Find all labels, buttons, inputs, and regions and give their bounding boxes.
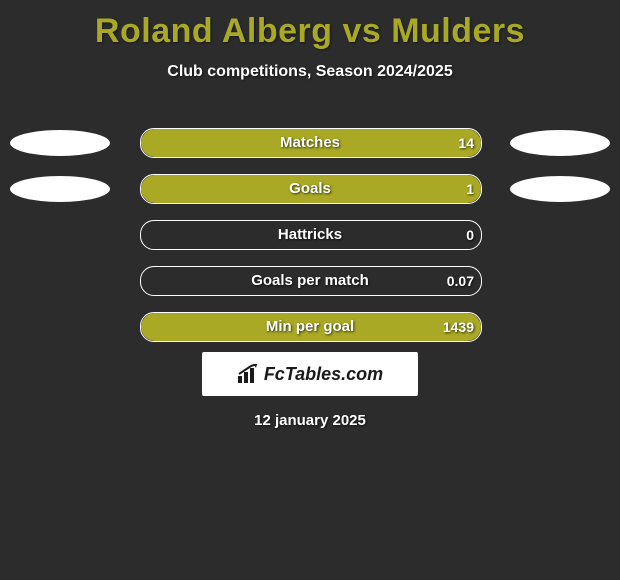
chart-icon [237,364,261,384]
stat-row: Goals1 [0,166,620,212]
brand-box: FcTables.com [202,352,418,396]
brand-label: FcTables.com [264,364,383,385]
player-left-marker [10,130,110,156]
stat-row: Hattricks0 [0,212,620,258]
stat-row: Min per goal1439 [0,304,620,350]
stat-row: Matches14 [0,120,620,166]
player-right-marker [510,176,610,202]
stat-bar [140,128,482,158]
stat-bar-fill [141,129,481,157]
infographic-container: Roland Alberg vs Mulders Club competitio… [0,0,620,580]
date-label: 12 january 2025 [0,412,620,429]
player-left-marker [10,176,110,202]
stat-row: Goals per match0.07 [0,258,620,304]
stat-bar [140,266,482,296]
stat-bar [140,174,482,204]
stat-bar [140,220,482,250]
stat-bar [140,312,482,342]
stat-bar-fill [141,313,481,341]
page-subtitle: Club competitions, Season 2024/2025 [0,63,620,81]
stat-bar-fill [141,175,481,203]
player-right-marker [510,130,610,156]
stat-rows: Matches14Goals1Hattricks0Goals per match… [0,120,620,350]
page-title: Roland Alberg vs Mulders [0,0,620,51]
